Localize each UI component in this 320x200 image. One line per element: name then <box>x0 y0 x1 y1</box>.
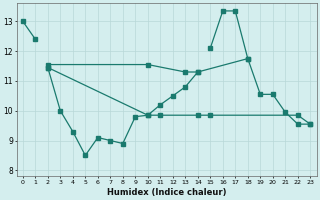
X-axis label: Humidex (Indice chaleur): Humidex (Indice chaleur) <box>107 188 226 197</box>
